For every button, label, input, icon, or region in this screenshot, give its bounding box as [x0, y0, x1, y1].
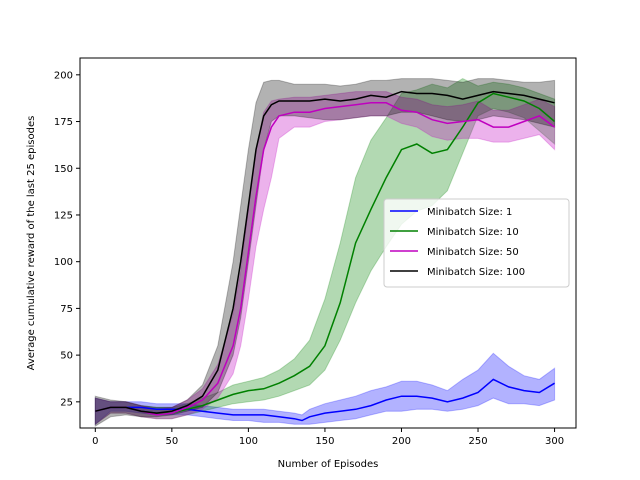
y-tick-label: 25 [60, 397, 73, 408]
line-series-2 [95, 102, 556, 416]
band-series-0 [94, 352, 556, 426]
x-tick-label: 100 [239, 436, 258, 447]
x-tick-label: 0 [92, 436, 98, 447]
legend: Minibatch Size: 1 Minibatch Size: 10 Minib… [383, 198, 570, 288]
legend-box [383, 198, 570, 288]
y-tick-label: 100 [54, 257, 73, 268]
line-series-0 [95, 378, 555, 422]
series-lines [95, 90, 556, 422]
band-series-1 [94, 78, 556, 426]
y-tick-label: 75 [60, 304, 73, 315]
y-tick-label: 50 [60, 351, 73, 362]
legend-entry-label: Minibatch Size: 50 [427, 247, 519, 258]
x-axis: 0 50 100 150 200 250 300 [92, 428, 564, 447]
legend-entry-label: Minibatch Size: 10 [427, 227, 519, 238]
x-tick-label: 250 [468, 436, 487, 447]
y-tick-label: 200 [54, 70, 73, 81]
legend-entry-label: Minibatch Size: 100 [427, 267, 525, 278]
plot-frame [79, 57, 577, 429]
y-axis-label: Average cumulative reward of the last 25… [26, 116, 37, 371]
x-axis-label: Number of Episodes [278, 459, 379, 470]
x-tick-label: 300 [545, 436, 564, 447]
y-tick-label: 150 [54, 164, 73, 175]
x-tick-label: 150 [315, 436, 334, 447]
y-tick-label: 175 [54, 117, 73, 128]
x-tick-label: 50 [165, 436, 178, 447]
legend-entry-label: Minibatch Size: 1 [427, 207, 512, 218]
line-series-3 [95, 90, 555, 414]
y-tick-label: 125 [54, 210, 73, 221]
x-tick-label: 200 [392, 436, 411, 447]
y-axis: 25 50 75 100 125 150 175 200 [54, 70, 80, 408]
